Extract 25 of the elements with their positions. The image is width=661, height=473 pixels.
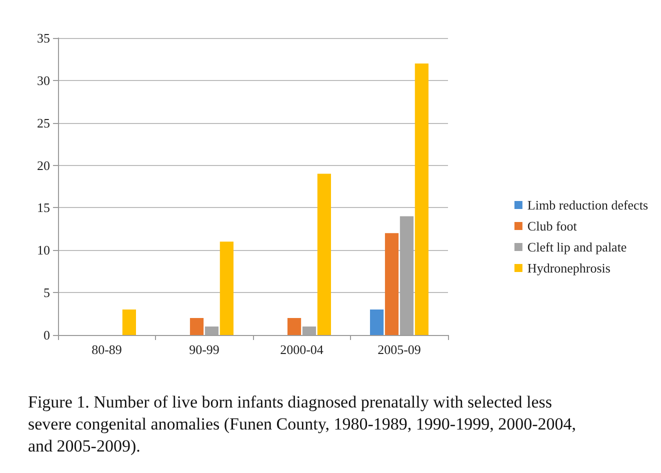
bar xyxy=(414,63,428,335)
bar xyxy=(370,310,384,335)
bar xyxy=(317,174,331,335)
x-tick-label: 2005-09 xyxy=(378,342,421,357)
legend-label: Cleft lip and palate xyxy=(527,240,627,254)
y-tick-label: 25 xyxy=(37,115,50,130)
x-tick-label: 80-89 xyxy=(92,342,122,357)
y-tick-label: 35 xyxy=(37,30,50,46)
bar xyxy=(287,318,302,335)
x-tick-label: 2000-04 xyxy=(280,342,324,357)
y-tick-label: 20 xyxy=(37,158,50,173)
legend-label: Limb reduction defects xyxy=(527,198,648,212)
x-tick-label: 90-99 xyxy=(189,342,220,357)
legend-label: Hydronephrosis xyxy=(527,260,610,276)
y-tick-label: 30 xyxy=(37,72,50,88)
bar xyxy=(220,242,234,335)
y-tick-label: 0 xyxy=(44,328,50,342)
legend-label: Club foot xyxy=(527,218,578,234)
caption: Figure 1. Number of live born infants diagnosed prenatally with selected less severe congenital anomalies (Funen County, 1980-1989, 1990-1999, 2000-2004, and 2005-2009). xyxy=(28,392,580,456)
y-tick-label: 15 xyxy=(37,200,50,216)
bar xyxy=(190,318,204,335)
bar xyxy=(122,310,136,335)
bar xyxy=(384,233,399,335)
y-tick-label: 10 xyxy=(37,242,50,258)
y-tick-label: 5 xyxy=(44,285,50,300)
